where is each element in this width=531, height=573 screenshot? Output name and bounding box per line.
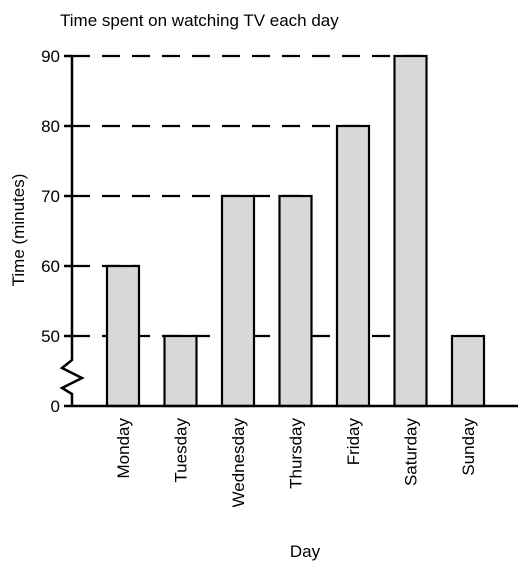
y-axis [59,55,85,407]
y-tick-label: 90 [41,47,60,66]
bar-saturday [393,54,428,408]
y-tick-label: 0 [51,397,60,416]
y-axis-title: Time (minutes) [9,174,28,287]
y-tick-label: 70 [41,187,60,206]
x-tick-label: Sunday [459,418,478,476]
chart-title: Time spent on watching TV each day [60,11,339,30]
bar-thursday [278,194,313,408]
x-tick-label: Wednesday [229,418,248,508]
y-tick-label: 80 [41,117,60,136]
x-tick-label: Monday [114,418,133,479]
x-tick-label: Friday [344,418,363,466]
axes [59,55,518,408]
bars [105,54,486,408]
bar-sunday [450,334,486,408]
y-tick-label: 50 [41,327,60,346]
bar-friday [335,124,371,408]
bar-wednesday [220,194,256,408]
reference-lines [72,54,430,338]
x-tick-label: Saturday [402,418,421,487]
x-tick-labels: Monday Tuesday Wednesday Thursday Friday Satu… [114,418,478,508]
y-ticks: 0 50 60 70 80 90 [41,47,72,416]
x-tick-label: Thursday [287,418,306,489]
x-axis-title: Day [290,542,321,561]
bar-monday [105,264,141,408]
y-tick-label: 60 [41,257,60,276]
x-tick-label: Tuesday [172,418,191,483]
bar-tuesday [163,334,198,408]
